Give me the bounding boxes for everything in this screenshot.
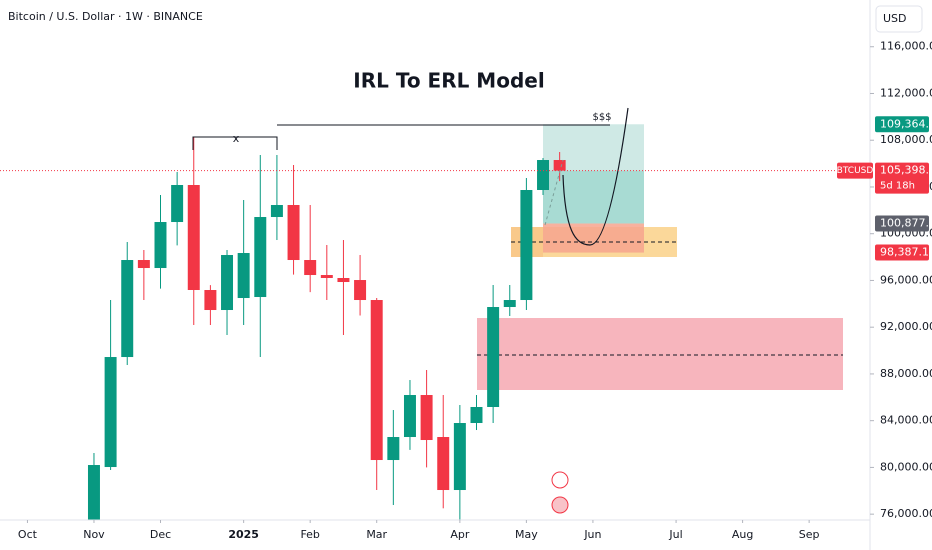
x-tick-label: May xyxy=(515,528,538,541)
candle-body xyxy=(387,437,400,461)
y-tick-label: 76,000.00 xyxy=(880,507,932,520)
candle-body xyxy=(270,205,283,218)
x-tick-label: Feb xyxy=(300,528,319,541)
candle-body xyxy=(470,407,483,424)
candle-body xyxy=(403,395,416,438)
y-tick-label: 108,000.00 xyxy=(880,133,932,146)
candle-body xyxy=(520,190,533,301)
candle-body xyxy=(287,205,300,261)
drawings xyxy=(477,124,843,390)
chart-title: IRL To ERL Model xyxy=(353,69,544,93)
level-label: 100,877.13 xyxy=(880,216,932,229)
candle-body xyxy=(453,423,466,491)
candle-body xyxy=(420,395,433,441)
level-badge xyxy=(875,116,929,133)
y-tick-label: 112,000.00 xyxy=(880,86,932,99)
last-price-badge xyxy=(875,162,929,194)
symbol-badge xyxy=(837,162,873,179)
currency-button[interactable] xyxy=(875,5,923,33)
header: Bitcoin / U.S. Dollar · 1W · BINANCE xyxy=(8,10,203,23)
candle-body xyxy=(87,465,100,520)
candle-body xyxy=(320,275,333,279)
x-tick-label: Sep xyxy=(799,528,820,541)
x-tick-label: Jun xyxy=(583,528,601,541)
projection xyxy=(544,159,564,226)
x-tick-label: Jul xyxy=(668,528,682,541)
candle-body xyxy=(154,222,167,269)
candle-body xyxy=(304,260,317,276)
candle-body xyxy=(187,185,200,291)
level-label: 109,364.80 xyxy=(880,117,932,130)
last-price-label: 105,398.44 xyxy=(880,164,932,177)
candle-body xyxy=(171,185,184,223)
currency: USD xyxy=(883,12,907,25)
annotation: $$$ xyxy=(592,112,611,123)
candle-body xyxy=(487,307,500,408)
x-tick-label: Aug xyxy=(732,528,753,541)
candle-body xyxy=(553,160,566,171)
y-tick-label: 88,000.00 xyxy=(880,367,932,380)
candle-body xyxy=(204,290,217,311)
candle-body xyxy=(537,160,550,191)
candle-body xyxy=(354,280,367,301)
x-tick-label: Dec xyxy=(150,528,171,541)
event-icon[interactable] xyxy=(551,471,569,489)
x-tick-label: Nov xyxy=(83,528,105,541)
candle-body xyxy=(104,357,117,468)
event-icon[interactable] xyxy=(551,496,569,514)
candle-body xyxy=(337,278,350,283)
level-badge xyxy=(875,215,929,232)
x-tick-label: Oct xyxy=(18,528,38,541)
countdown: 5d 18h xyxy=(880,181,915,192)
annotations: x $$$ xyxy=(192,107,629,514)
annotation: x xyxy=(233,132,240,145)
level-label: 98,387.14 xyxy=(880,246,932,259)
candles xyxy=(87,137,566,520)
candle-body xyxy=(437,437,450,491)
candle-body xyxy=(237,253,250,299)
x-tick-label: Apr xyxy=(450,528,470,541)
candle-body xyxy=(370,300,383,461)
demand-zone xyxy=(477,318,843,390)
x-tick-label: Mar xyxy=(366,528,387,541)
symbol-label: BTCUSD xyxy=(837,166,874,176)
projection-curve xyxy=(562,107,629,246)
candle-body xyxy=(503,300,516,308)
x-tick-label: 2025 xyxy=(228,528,259,541)
y-tick-label: 96,000.00 xyxy=(880,273,932,286)
candle-body xyxy=(254,217,267,298)
bracket xyxy=(192,136,278,150)
candle-body xyxy=(121,260,134,358)
y-tick-label: 116,000.00 xyxy=(880,40,932,53)
risk-zone xyxy=(543,223,644,253)
y-tick-label: 84,000.00 xyxy=(880,414,932,427)
y-tick-label: 92,000.00 xyxy=(880,320,932,333)
level-badge xyxy=(875,244,929,261)
y-tick-label: 80,000.00 xyxy=(880,460,932,473)
candle-body xyxy=(137,260,150,269)
candle-body xyxy=(221,255,234,311)
